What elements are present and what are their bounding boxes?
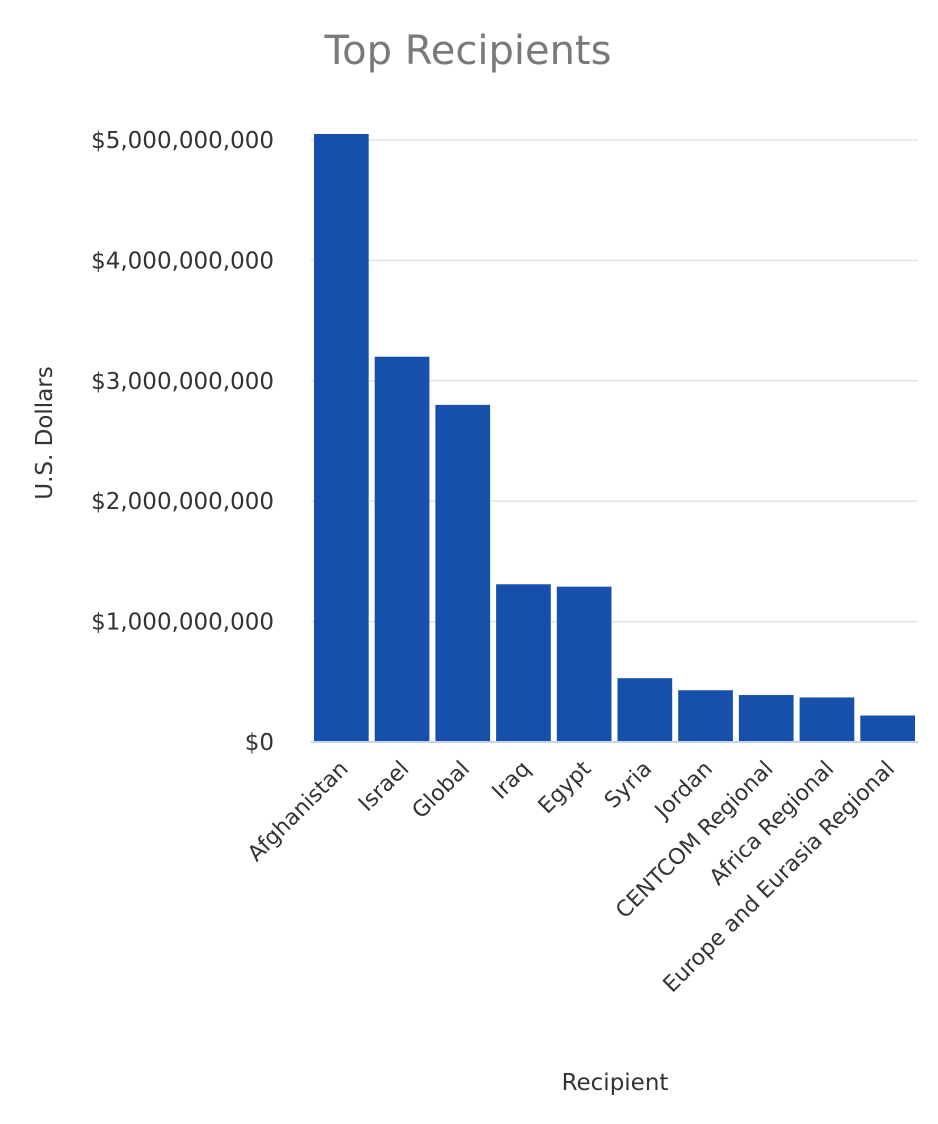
y-tick-label: $3,000,000,000 [91,369,274,395]
bar-jordan [678,690,733,742]
bar-syria [617,678,673,742]
x-tick-label: Global [408,757,475,824]
y-tick-label: $5,000,000,000 [91,128,274,154]
y-tick-label: $4,000,000,000 [91,248,274,274]
x-tick-label: Syria [600,757,657,814]
y-axis-ticks: $0 $1,000,000,000 $2,000,000,000 $3,000,000… [91,128,274,756]
x-tick-label: Israel [354,757,414,817]
y-tick-label: $0 [245,730,274,756]
bar-israel [374,356,430,742]
bar-global [435,404,491,742]
bar-centcom-regional [738,695,794,742]
y-axis-label: U.S. Dollars [32,366,58,499]
x-tick-label: Egypt [534,756,597,819]
bar-afghanistan [314,133,369,743]
y-tick-label: $2,000,000,000 [91,489,274,515]
bar-europe-and-eurasia-regional [860,715,915,742]
bars [314,133,915,743]
bar-iraq [496,584,551,742]
bar-africa-regional [799,697,855,742]
x-axis-label: Recipient [562,1070,669,1096]
x-tick-label: Afghanistan [243,757,353,867]
x-tick-label: Iraq [488,757,536,805]
chart-title: Top Recipients [324,28,612,74]
y-tick-label: $1,000,000,000 [91,610,274,636]
bar-egypt [556,586,612,742]
